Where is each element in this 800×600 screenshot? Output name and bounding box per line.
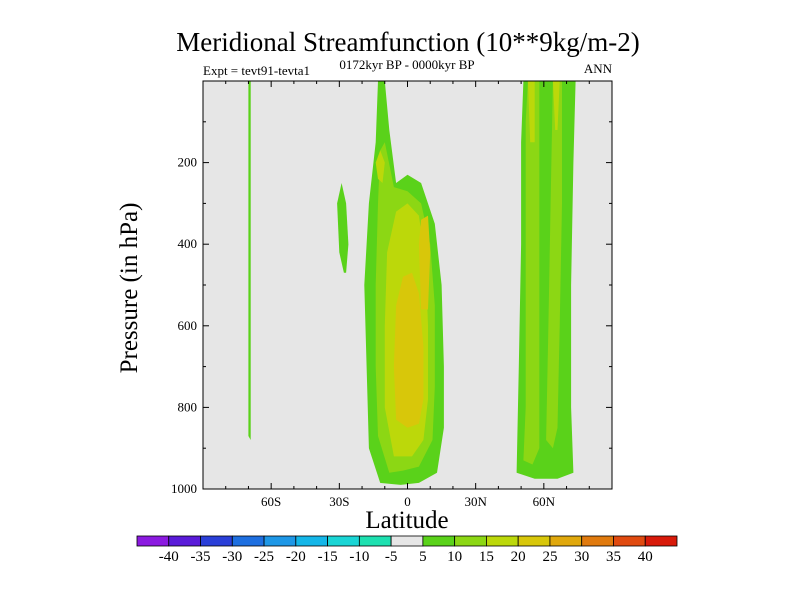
colorbar-swatch <box>358 535 392 547</box>
colorbar-swatch <box>136 535 170 547</box>
contour-regions <box>228 81 576 485</box>
colorbar-swatch <box>263 535 297 547</box>
colorbar-label: 35 <box>606 549 621 565</box>
y-tick-label: 1000 <box>171 481 197 496</box>
y-tick-label: 200 <box>178 155 198 170</box>
colorbar-swatch <box>486 535 519 547</box>
contour-region-upper-cell-15 <box>375 150 385 183</box>
contour-region-tropical-cell-20 <box>393 272 424 428</box>
colorbar-label: -15 <box>318 549 338 565</box>
colorbar-swatch <box>517 535 551 547</box>
colorbar-label: -30 <box>222 549 242 565</box>
contour-region-sh-negative-strip-4 <box>239 301 242 347</box>
x-tick-label: 0 <box>404 494 411 509</box>
colorbar-label: -35 <box>191 549 211 565</box>
colorbar-swatch <box>327 535 360 547</box>
x-axis-label: Latitude <box>365 507 448 534</box>
contour-region-sh-positive-strip <box>248 81 251 440</box>
contour-region-sh-negative-strip-1 <box>228 81 231 404</box>
colorbar-label: 25 <box>542 549 557 565</box>
colorbar-swatch <box>422 535 456 547</box>
colorbar-label: 40 <box>638 549 653 565</box>
colorbar-label: -5 <box>385 549 398 565</box>
contour-region-nh-negative-plume <box>462 170 485 449</box>
center-string: 0172kyr BP - 0000kyr BP <box>339 57 474 72</box>
contour-region-nh-column-15-a <box>527 81 535 143</box>
contour-region-nh-column-10-a <box>523 81 540 465</box>
chart-title: Meridional Streamfunction (10**9kg/m-2) <box>176 27 639 57</box>
plot-area: 60S 30S 0 30N 60N 200 400 600 800 1000 <box>171 80 613 509</box>
colorbar-swatch <box>295 535 328 547</box>
x-tick-label: 60N <box>533 494 556 509</box>
contour-region-nh-negative-blob-lower <box>493 358 503 416</box>
y-tick-label: 800 <box>178 399 198 414</box>
colorbar-label: 20 <box>511 549 526 565</box>
colorbar-swatch <box>454 535 487 547</box>
colorbar-swatch <box>549 535 583 547</box>
colorbar-label: -40 <box>159 549 179 565</box>
colorbar-label: -20 <box>286 549 306 565</box>
contour-region-nh-column-10-b <box>546 81 562 449</box>
colorbar-swatch <box>231 535 265 547</box>
y-tick-label: 600 <box>178 318 198 333</box>
colorbar-swatch <box>390 535 424 547</box>
left-string: Expt = tevt91-tevta1 <box>203 63 310 78</box>
colorbar-swatch <box>581 535 614 547</box>
colorbar: -40 -35 -30 -25 -20 -15 -10 -5 5 10 15 20 25 30 35 40 <box>136 535 678 565</box>
colorbar-label: 10 <box>447 549 462 565</box>
colorbar-label: 30 <box>574 549 589 565</box>
x-tick-label: 30N <box>464 494 487 509</box>
colorbar-swatch <box>168 535 201 547</box>
contour-region-sh-negative-strip-3 <box>257 272 260 432</box>
colorbar-swatch <box>200 535 233 547</box>
x-tick-label: 60S <box>261 494 281 509</box>
colorbar-swatch <box>613 535 646 547</box>
colorbar-label: 15 <box>479 549 494 565</box>
contour-region-tropical-cell-20-upper <box>418 215 431 310</box>
colorbar-label: -25 <box>254 549 274 565</box>
colorbar-label: 5 <box>419 549 427 565</box>
x-tick-label: 30S <box>329 494 349 509</box>
axis-ticks: 60S 30S 0 30N 60N 200 400 600 800 1000 <box>171 81 612 509</box>
colorbar-swatch <box>644 535 678 547</box>
right-string: ANN <box>584 61 613 76</box>
contour-region-nh-negative-upper-blob <box>459 166 465 179</box>
y-axis-label: Pressure (in hPa) <box>116 203 143 374</box>
colorbar-label: -10 <box>349 549 369 565</box>
y-tick-label: 400 <box>178 236 198 251</box>
contour-region-sh-small-positive <box>337 183 349 273</box>
contour-region-nh-column-15-b <box>552 81 560 130</box>
